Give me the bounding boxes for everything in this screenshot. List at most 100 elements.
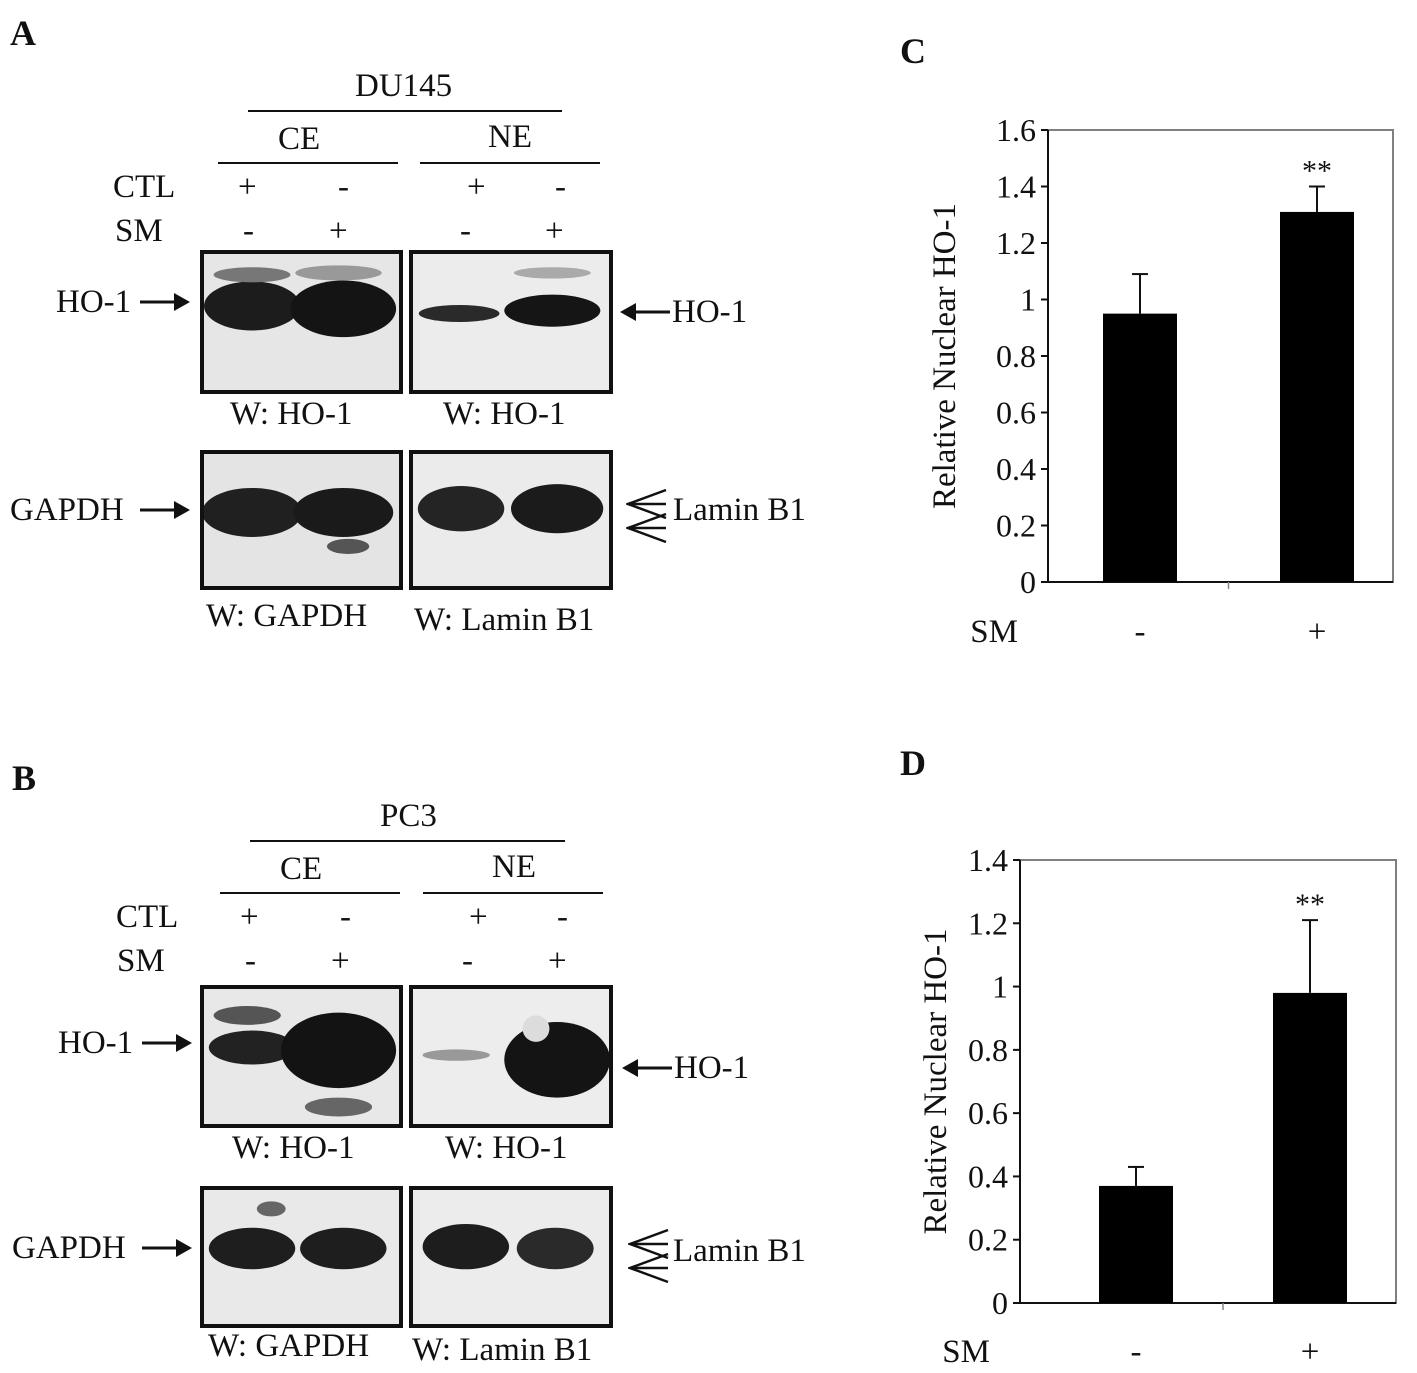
- ho1-right-label: HO-1: [674, 1050, 750, 1086]
- divider: [250, 840, 565, 842]
- y-tick-label: 0.6: [968, 1095, 1008, 1131]
- blot-lamin: [409, 1186, 613, 1328]
- ce-label: CE: [278, 121, 321, 157]
- x-tick-label: +: [1308, 614, 1327, 650]
- y-tick-label: 1.6: [996, 112, 1036, 148]
- sm-sign: +: [548, 943, 567, 979]
- divider: [420, 162, 600, 164]
- y-axis-label: Relative Nuclear HO-1: [918, 928, 954, 1234]
- y-axis-label: Relative Nuclear HO-1: [927, 203, 963, 509]
- ne-label: NE: [488, 119, 532, 155]
- x-tick-label: +: [1301, 1334, 1320, 1370]
- w-gapdh-label: W: GAPDH: [208, 1328, 370, 1364]
- blot-ho1-ce: [200, 250, 403, 394]
- ne-label: NE: [492, 849, 536, 885]
- ctl-sign: -: [557, 899, 568, 935]
- bar: [1280, 211, 1354, 583]
- w-gapdh-label: W: GAPDH: [206, 598, 368, 634]
- divider: [220, 892, 400, 894]
- ctl-label: CTL: [113, 169, 176, 205]
- sm-label: SM: [115, 213, 163, 249]
- panel-label-d: D: [900, 743, 926, 783]
- ctl-label: CTL: [116, 899, 179, 935]
- plot-frame: [1047, 129, 1394, 583]
- y-tick-label: 1.4: [968, 842, 1008, 878]
- w-ho1-ne-label: W: HO-1: [445, 1130, 568, 1166]
- plot-frame: [1019, 859, 1397, 1304]
- y-tick-label: 0.6: [996, 395, 1036, 431]
- sm-sign: -: [460, 213, 471, 249]
- blot-lamin: [409, 450, 613, 590]
- x-tick-label: -: [1135, 614, 1146, 650]
- right-arrow-icon: [142, 1239, 192, 1257]
- y-tick-label: 0.2: [968, 1222, 1008, 1258]
- w-ho1-ce-label: W: HO-1: [232, 1130, 355, 1166]
- double-open-arrow-icon: [628, 1228, 669, 1284]
- ctl-sign: -: [340, 899, 351, 935]
- right-arrow-icon: [140, 293, 190, 311]
- ctl-sign: +: [240, 899, 259, 935]
- left-arrow-icon: [622, 1059, 672, 1077]
- ho1-left-label: HO-1: [58, 1025, 134, 1061]
- sm-sign: +: [545, 213, 564, 249]
- lamin-right-label: Lamin B1: [673, 1233, 806, 1269]
- bar: [1273, 992, 1347, 1303]
- panel-label-b: B: [12, 758, 37, 798]
- sm-sign: +: [331, 943, 350, 979]
- y-tick-label: 1.2: [996, 225, 1036, 261]
- right-arrow-icon: [142, 1034, 192, 1052]
- blot-gapdh: [200, 1186, 403, 1328]
- right-arrow-icon: [140, 501, 190, 519]
- panel-label-c: C: [900, 31, 926, 71]
- blot-ho1-ne: [409, 250, 613, 394]
- ctl-sign: -: [338, 169, 349, 205]
- sm-label: SM: [117, 943, 165, 979]
- y-tick-label: 0.4: [996, 451, 1036, 487]
- ctl-sign: +: [238, 169, 257, 205]
- panel-label-a: A: [10, 13, 36, 53]
- gapdh-left-label: GAPDH: [12, 1230, 126, 1266]
- y-tick-label: 1.2: [968, 905, 1008, 941]
- gapdh-left-label: GAPDH: [10, 492, 124, 528]
- ce-label: CE: [280, 851, 323, 887]
- bar: [1099, 1185, 1173, 1303]
- y-tick-label: 0.8: [968, 1032, 1008, 1068]
- w-ho1-ce-label: W: HO-1: [230, 396, 353, 432]
- double-open-arrow-icon: [626, 488, 667, 544]
- x-axis-label: SM: [970, 614, 1018, 650]
- cell-line-label: DU145: [355, 68, 453, 104]
- w-lamin-label: W: Lamin B1: [414, 602, 595, 638]
- blot-ho1-ne: [409, 985, 613, 1128]
- y-tick-label: 0.8: [996, 338, 1036, 374]
- y-tick-label: 0: [992, 1285, 1008, 1321]
- left-arrow-icon: [620, 303, 670, 321]
- y-tick-label: 1: [992, 969, 1008, 1005]
- sm-sign: -: [243, 213, 254, 249]
- y-tick-label: 0.2: [996, 508, 1036, 544]
- blot-ho1-ce: [200, 985, 403, 1128]
- ho1-right-label: HO-1: [672, 294, 748, 330]
- ho1-left-label: HO-1: [56, 284, 132, 320]
- x-tick-label: -: [1131, 1334, 1142, 1370]
- y-tick-label: 0.4: [968, 1158, 1008, 1194]
- y-tick-label: 1.4: [996, 169, 1036, 205]
- divider: [423, 892, 603, 894]
- y-tick-label: 0: [1020, 564, 1036, 600]
- divider: [248, 110, 562, 112]
- sm-sign: -: [245, 943, 256, 979]
- ctl-sign: +: [467, 169, 486, 205]
- sm-sign: -: [462, 943, 473, 979]
- lamin-right-label: Lamin B1: [673, 492, 806, 528]
- significance-label: **: [1302, 155, 1332, 188]
- cell-line-label: PC3: [380, 798, 437, 834]
- sm-sign: +: [329, 213, 348, 249]
- w-lamin-label: W: Lamin B1: [412, 1332, 593, 1368]
- ctl-sign: -: [555, 169, 566, 205]
- significance-label: **: [1295, 888, 1325, 921]
- bar: [1103, 313, 1177, 582]
- blot-gapdh: [200, 450, 403, 590]
- ctl-sign: +: [469, 899, 488, 935]
- x-axis-label: SM: [942, 1334, 990, 1370]
- y-tick-label: 1: [1020, 282, 1036, 318]
